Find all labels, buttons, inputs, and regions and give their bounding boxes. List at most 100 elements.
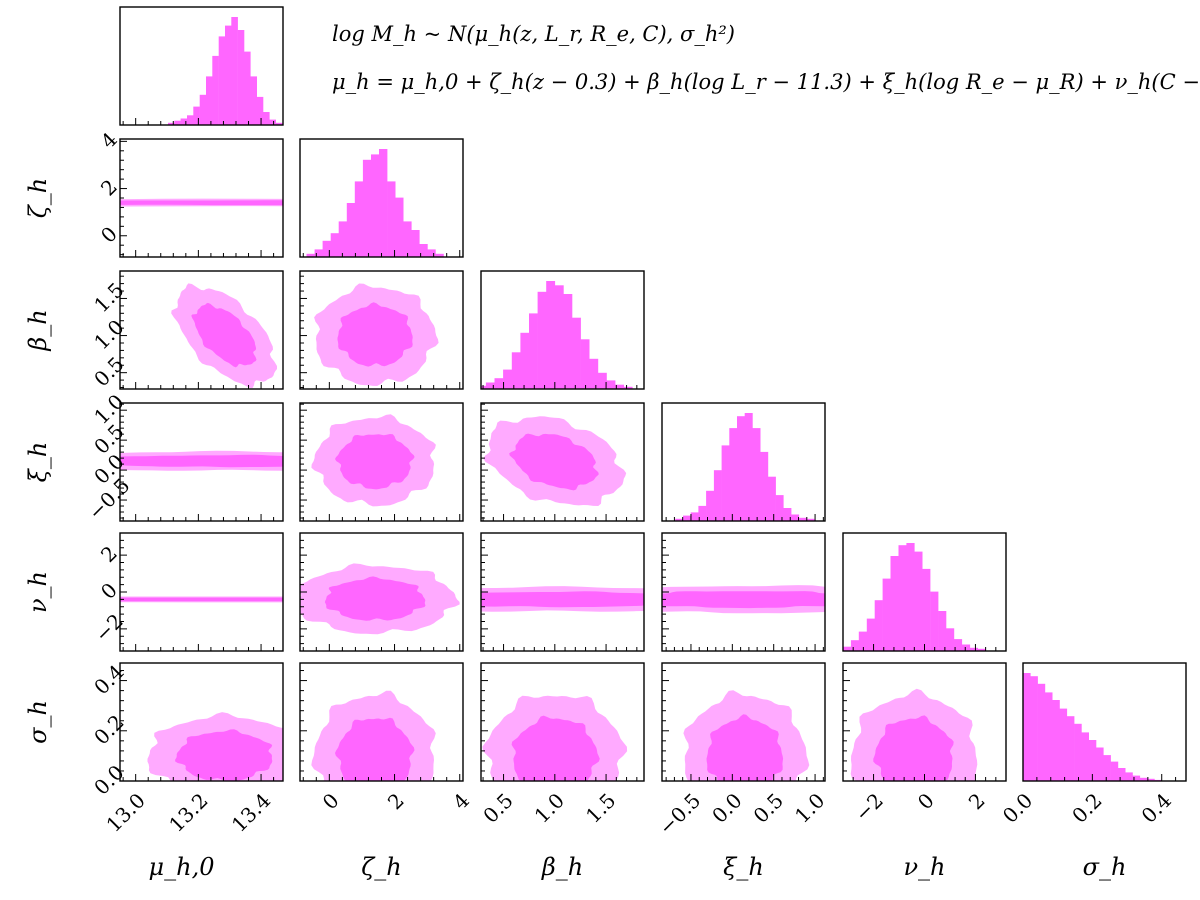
histogram-bar — [387, 181, 396, 257]
histogram-bar — [520, 332, 530, 389]
histogram-bar — [922, 568, 931, 651]
histogram-bar — [354, 181, 364, 257]
x-tick-label: 13.2 — [164, 788, 212, 836]
panel-xi-nu — [661, 532, 826, 652]
histogram-bar — [874, 600, 883, 651]
histogram-bar — [314, 249, 323, 257]
histogram-bar — [1037, 683, 1046, 781]
histogram-bar — [379, 149, 388, 257]
panel-frame — [119, 532, 284, 652]
contour-68 — [335, 717, 415, 781]
histogram-bar — [775, 495, 784, 521]
histogram-bar — [729, 428, 738, 521]
histogram-bar — [706, 490, 715, 521]
histogram-bar — [218, 36, 226, 125]
panel-xi-xi — [661, 402, 826, 522]
histogram-bar — [346, 203, 356, 257]
panel-frame — [119, 138, 284, 258]
histogram-bar — [494, 378, 504, 389]
x-tick-label: 1.0 — [530, 788, 569, 827]
histogram-bar — [237, 30, 245, 125]
histogram-bar — [1030, 676, 1038, 781]
histogram-bar — [503, 369, 512, 389]
histogram-bar — [193, 106, 200, 125]
histogram-bar — [1132, 775, 1141, 781]
panel-frame — [119, 662, 284, 782]
x-axis-label: σ_h — [1083, 853, 1127, 881]
contour-68 — [175, 729, 273, 781]
histogram-bar — [427, 249, 436, 257]
histogram-bar — [1052, 700, 1060, 781]
histogram-bar — [906, 543, 915, 651]
y-tick-label: 2 — [96, 541, 122, 567]
model-equation: log M_h ~ N(μ_h(z, L_r, R_e, C), σ_h²) — [332, 22, 735, 46]
histogram-bar — [721, 445, 730, 521]
panel-mu-zeta — [119, 138, 284, 258]
histogram-bar — [882, 578, 891, 651]
histogram-bar — [1081, 732, 1089, 781]
histogram-bar — [435, 253, 444, 257]
y-tick-label: 0.0 — [89, 760, 128, 799]
histogram-bar — [930, 591, 939, 651]
histogram-bar — [256, 96, 264, 125]
histogram-bar — [411, 230, 420, 257]
histogram-bar — [1096, 747, 1104, 781]
histogram-bar — [1117, 768, 1126, 781]
histogram-bar — [698, 505, 707, 521]
x-axis-label: μ_h,0 — [149, 853, 215, 881]
panel-zeta-xi — [299, 402, 464, 522]
histogram-bar — [914, 551, 923, 651]
histogram-bar — [537, 291, 547, 389]
histogram-bar — [961, 644, 971, 651]
y-axis-label: β_h — [24, 309, 52, 351]
histogram-bar — [180, 118, 188, 125]
histogram-bar — [737, 416, 745, 521]
histogram-bar — [858, 631, 867, 651]
histogram-bar — [231, 17, 238, 125]
contour-68 — [337, 302, 413, 367]
contour-68 — [335, 434, 415, 490]
x-tick-label: 4 — [448, 788, 474, 814]
histogram-bar — [1044, 692, 1053, 781]
histogram-bar — [606, 380, 616, 389]
contour-68 — [873, 715, 954, 781]
panel-sigma-sigma — [1022, 662, 1187, 782]
panel-zeta-zeta — [299, 138, 464, 258]
y-tick-label: 0.4 — [89, 660, 128, 699]
contour-68 — [324, 576, 426, 621]
histogram-bar — [371, 154, 380, 257]
x-tick-label: 1.0 — [790, 788, 829, 827]
histogram-bar — [275, 122, 283, 125]
contour-68 — [191, 302, 257, 368]
histogram-bar — [806, 518, 815, 521]
histogram-bar — [1074, 723, 1082, 781]
panel-mu-beta — [119, 270, 284, 390]
histogram-bar — [481, 385, 487, 389]
x-tick-label: 2 — [383, 788, 409, 814]
panel-beta-beta — [480, 270, 645, 390]
histogram-bar — [713, 470, 722, 521]
histogram-bar — [744, 413, 753, 521]
histogram-bar — [597, 372, 607, 389]
histogram-bar — [752, 428, 761, 521]
histogram-bar — [798, 517, 807, 521]
x-axis-label: β_h — [541, 853, 583, 881]
histogram-bar — [898, 545, 907, 651]
histogram-bar — [1110, 761, 1119, 781]
x-axis-label: ξ_h — [723, 853, 764, 881]
panel-zeta-beta — [299, 270, 464, 390]
panel-nu-nu — [842, 532, 1007, 652]
panel-mu-mu — [119, 6, 284, 126]
histogram-bar — [1103, 755, 1111, 781]
histogram-bar — [212, 55, 219, 125]
histogram-bar — [338, 221, 348, 257]
panel-mu-nu — [119, 532, 284, 652]
histogram-bar — [969, 647, 978, 651]
x-tick-label: 0 — [318, 788, 344, 814]
x-tick-label: 2 — [964, 788, 990, 814]
histogram-bar — [554, 285, 564, 389]
histogram-bar — [783, 508, 792, 521]
contour-68 — [481, 591, 644, 608]
histogram-bar — [250, 76, 257, 125]
